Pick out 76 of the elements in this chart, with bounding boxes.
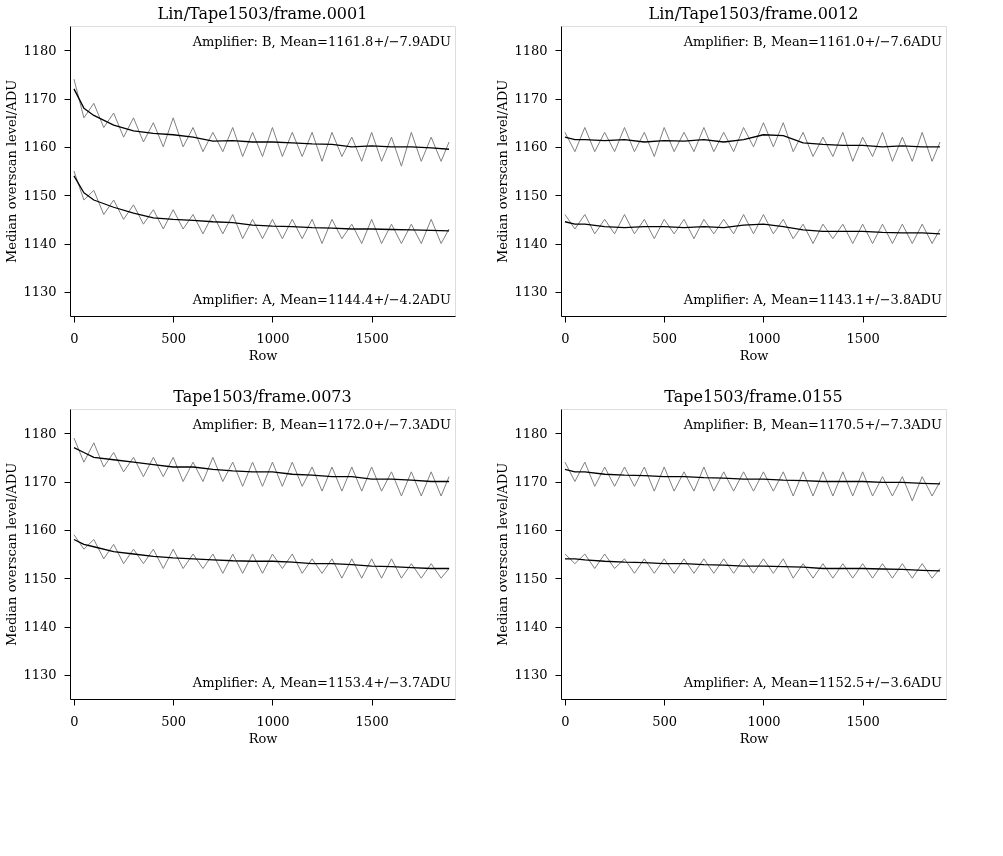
line-series [73,437,450,497]
x-tick-label: 1000 [747,330,781,346]
y-tick-label: 1170 [514,91,548,106]
line-series [564,558,941,572]
x-tick-label: 500 [652,330,678,346]
y-tick-label: 1180 [514,42,548,58]
y-tick-label: 1150 [23,570,57,586]
y-tick-label: 1180 [23,425,57,441]
x-tick-label: 500 [161,713,187,729]
x-tick-label: 0 [70,713,79,729]
y-tick-label: 1160 [514,522,548,538]
line-series [564,553,941,579]
annotation: Amplifier: A, Mean=1152.5+/−3.6ADU [682,675,943,690]
x-axis-title: Row [248,347,278,363]
y-tick-label: 1130 [514,284,548,300]
y-tick-label: 1140 [514,236,548,251]
line-series [564,134,941,148]
line-series [73,538,450,570]
y-axis-title: Median overscan level/ADU [4,79,20,264]
x-tick-label: 1500 [355,713,389,729]
x-tick-label: 1500 [846,330,880,346]
y-tick-label: 1150 [23,187,57,203]
x-tick-label: 0 [561,330,570,346]
y-tick-label: 1130 [514,667,548,683]
x-tick-label: 500 [161,330,187,346]
y-tick-label: 1160 [23,522,57,538]
line-series [564,214,941,244]
x-tick-label: 1000 [747,713,781,729]
x-axis-title: Row [739,730,769,746]
x-tick-label: 1000 [256,713,290,729]
y-tick-label: 1150 [514,187,548,203]
line-series [73,175,450,232]
x-axis-title: Row [739,347,769,363]
annotation: Amplifier: A, Mean=1144.4+/−4.2ADU [191,292,452,307]
y-tick-label: 1170 [514,474,548,489]
y-tick-label: 1140 [514,619,548,634]
line-series [564,468,941,485]
y-tick-label: 1180 [23,42,57,58]
x-tick-label: 1500 [846,713,880,729]
x-tick-label: 1500 [355,330,389,346]
line-series [564,221,941,235]
x-tick-label: 1000 [256,330,290,346]
x-tick-label: 0 [70,330,79,346]
chart-title: Tape1503/frame.0073 [173,387,352,406]
y-tick-label: 1140 [23,236,57,251]
y-axis-title: Median overscan level/ADU [495,79,511,264]
line-series [73,447,450,483]
annotation: Amplifier: B, Mean=1170.5+/−7.3ADU [682,417,943,432]
line-series [564,122,941,162]
x-tick-label: 500 [652,713,678,729]
y-tick-label: 1130 [23,667,57,683]
chart-title: Lin/Tape1503/frame.0001 [157,4,368,23]
y-tick-label: 1180 [514,425,548,441]
line-series [564,461,941,502]
y-tick-label: 1130 [23,284,57,300]
line-series [73,88,450,150]
annotation: Amplifier: B, Mean=1161.8+/−7.9ADU [191,34,452,49]
x-tick-label: 0 [561,713,570,729]
y-tick-label: 1160 [514,139,548,155]
y-tick-label: 1160 [23,139,57,155]
y-tick-label: 1170 [23,91,57,106]
annotation: Amplifier: B, Mean=1161.0+/−7.6ADU [682,34,943,49]
y-tick-label: 1170 [23,474,57,489]
annotation: Amplifier: A, Mean=1143.1+/−3.8ADU [682,292,943,307]
chart-title: Lin/Tape1503/frame.0012 [648,4,859,23]
y-tick-label: 1150 [514,570,548,586]
line-series [73,534,450,579]
line-series [73,170,450,244]
y-axis-title: Median overscan level/ADU [4,462,20,647]
x-axis-title: Row [248,730,278,746]
y-tick-label: 1140 [23,619,57,634]
line-series [73,78,450,167]
y-axis-title: Median overscan level/ADU [495,462,511,647]
annotation: Amplifier: B, Mean=1172.0+/−7.3ADU [191,417,452,432]
annotation: Amplifier: A, Mean=1153.4+/−3.7ADU [191,675,452,690]
chart-title: Tape1503/frame.0155 [664,387,843,406]
